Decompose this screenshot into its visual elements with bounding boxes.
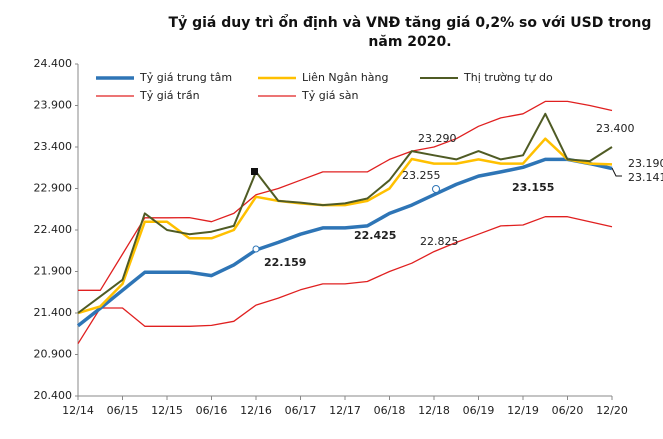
x-tick-label: 06/20 bbox=[552, 404, 584, 417]
annotation: 23.141 bbox=[628, 171, 663, 184]
y-tick-label: 20.400 bbox=[34, 389, 73, 402]
legend-label: Tỷ giá trần bbox=[139, 89, 200, 102]
x-tick-label: 06/16 bbox=[196, 404, 228, 417]
series-line bbox=[76, 157, 613, 328]
x-tick-label: 12/20 bbox=[596, 404, 628, 417]
y-tick-label: 23.400 bbox=[34, 140, 73, 153]
y-tick-label: 22.900 bbox=[34, 182, 73, 195]
y-tick-label: 20.900 bbox=[34, 348, 73, 361]
series-line bbox=[77, 216, 613, 345]
x-tick-label: 12/18 bbox=[418, 404, 450, 417]
annotation: 23.190 bbox=[628, 157, 663, 170]
series-line bbox=[77, 112, 613, 314]
series-line bbox=[78, 100, 613, 291]
y-tick-label: 21.900 bbox=[34, 265, 73, 278]
x-tick-label: 06/19 bbox=[463, 404, 495, 417]
legend-label: Tỷ giá trung tâm bbox=[139, 71, 232, 84]
x-tick-label: 06/15 bbox=[107, 404, 139, 417]
marker bbox=[251, 168, 258, 175]
annotation: 23.400 bbox=[596, 122, 635, 135]
x-tick-label: 12/14 bbox=[62, 404, 94, 417]
legend-label: Thị trường tự do bbox=[463, 71, 553, 84]
x-tick-label: 12/15 bbox=[151, 404, 183, 417]
annotation: 23.255 bbox=[402, 169, 441, 182]
x-tick-label: 12/19 bbox=[507, 404, 539, 417]
y-tick-label: 21.400 bbox=[34, 306, 73, 319]
marker bbox=[252, 245, 260, 253]
x-tick-label: 12/16 bbox=[240, 404, 272, 417]
annotation: 22.825 bbox=[420, 235, 459, 248]
chart-title: Tỷ giá duy trì ổn định và VNĐ tăng giá 0… bbox=[168, 15, 652, 50]
y-tick-label: 22.400 bbox=[34, 223, 73, 236]
x-tick-label: 06/18 bbox=[374, 404, 406, 417]
annotation: 23.155 bbox=[512, 181, 554, 194]
annotation: 23.290 bbox=[418, 132, 457, 145]
annotation: 22.425 bbox=[354, 229, 396, 242]
x-tick-label: 06/17 bbox=[285, 404, 317, 417]
x-tick-label: 12/17 bbox=[329, 404, 361, 417]
legend-label: Liên Ngân hàng bbox=[302, 71, 389, 84]
leader bbox=[611, 167, 622, 177]
annotation: 22.159 bbox=[264, 256, 306, 269]
legend-label: Tỷ giá sàn bbox=[301, 89, 358, 102]
y-tick-label: 23.900 bbox=[34, 99, 73, 112]
series-line bbox=[77, 137, 613, 315]
marker bbox=[432, 185, 440, 193]
y-tick-label: 24.400 bbox=[34, 57, 73, 70]
